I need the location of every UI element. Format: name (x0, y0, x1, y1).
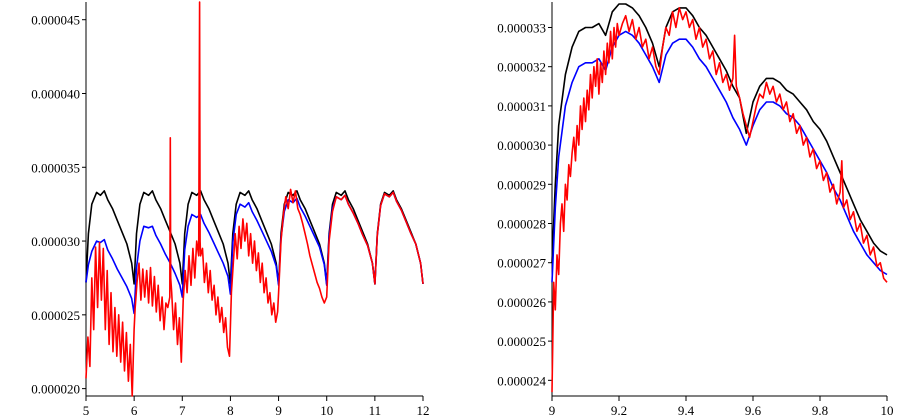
left-y-tick-label: 0.000020 (31, 382, 80, 397)
chart-right: 9 9.2 9.4 9.6 9.8 10 0.000024 0.000025 0.000026 0… (497, 2, 894, 418)
right-x-tick-label: 9 (549, 403, 556, 418)
left-y-tick-label: 0.000035 (31, 160, 80, 175)
left-y-tick-label: 0.000040 (31, 86, 80, 101)
right-y-tick-label: 0.000032 (497, 60, 546, 75)
right-y-tick-label: 0.000025 (497, 334, 546, 349)
left-y-tick-label: 0.000025 (31, 308, 80, 323)
chart-left: 5 6 7 8 9 10 11 12 0.000020 0.000025 0.000030 0.000… (31, 1, 430, 418)
right-y-tick-label: 0.000026 (497, 295, 546, 310)
right-y-tick-label: 0.000033 (497, 20, 546, 35)
right-y-tick-label: 0.000031 (497, 99, 546, 114)
right-x-tick-label: 9.4 (678, 403, 695, 418)
right-y-tick-label: 0.000027 (497, 256, 546, 271)
left-y-tick-label: 0.000030 (31, 234, 80, 249)
right-x-tick-label: 9.8 (812, 403, 828, 418)
left-y-tick-label: 0.000045 (31, 13, 80, 28)
left-series-line-red (85, 1, 424, 397)
left-x-tick-label: 11 (369, 403, 382, 418)
right-x-tick-label: 9.2 (611, 403, 627, 418)
left-x-tick-label: 10 (320, 403, 333, 418)
left-x-tick-label: 7 (179, 403, 186, 418)
right-series-line-black (551, 3, 888, 263)
left-x-tick-label: 5 (83, 403, 90, 418)
right-y-tick-label: 0.000024 (497, 373, 546, 388)
right-x-tick-label: 9.6 (745, 403, 762, 418)
right-y-tick-label: 0.000029 (497, 177, 546, 192)
right-y-tick-label: 0.000030 (497, 138, 546, 153)
left-x-tick-label: 9 (275, 403, 282, 418)
left-x-tick-label: 8 (227, 403, 234, 418)
right-x-tick-label: 10 (881, 403, 894, 418)
right-y-tick-label: 0.000028 (497, 217, 546, 232)
right-series-line-red (551, 7, 888, 393)
left-x-tick-label: 12 (417, 403, 430, 418)
right-series-line-blue (551, 30, 888, 283)
left-x-tick-label: 6 (131, 403, 138, 418)
